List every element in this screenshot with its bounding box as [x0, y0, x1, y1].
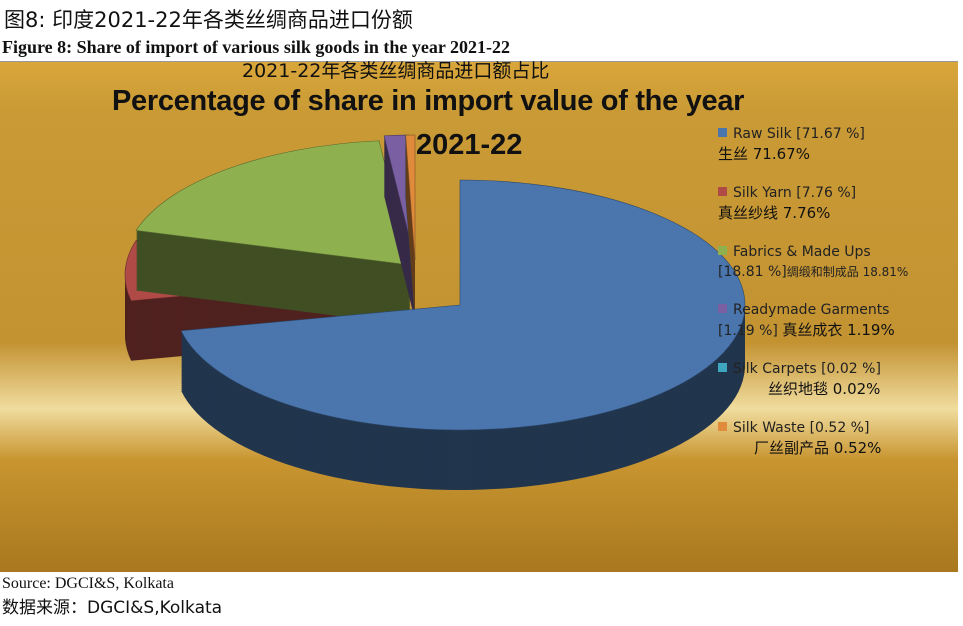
- legend-label: Silk Waste [0.52 %]: [733, 420, 870, 436]
- legend-swatch: [718, 187, 727, 196]
- legend-swatch: [718, 128, 727, 137]
- chart-subtitle: 2021-22: [416, 129, 523, 161]
- legend-swatch: [718, 422, 727, 431]
- legend-label-cn: 生丝 71.67%: [718, 145, 810, 163]
- legend-label: Silk Yarn [7.76 %]: [733, 185, 857, 201]
- pie-slice-3: [135, 140, 411, 325]
- pie-slice-side: [405, 195, 415, 320]
- legend-label: Fabrics & Made Ups: [733, 244, 871, 260]
- legend-item-fabrics: Fabrics & Made Ups [18.81 %]绸缎和制成品 18.81…: [718, 242, 908, 282]
- pie-slice-1: [180, 179, 746, 490]
- source-note: Source: DGCI&S, Kolkata: [2, 575, 174, 592]
- legend-label: [1.19 %]: [718, 323, 778, 339]
- legend-label: Raw Silk [71.67 %]: [733, 126, 865, 142]
- legend-item-silk-yarn: Silk Yarn [7.76 %] 真丝纱线 7.76%: [718, 183, 856, 224]
- legend-label-cn: 厂丝副产品 0.52%: [754, 439, 882, 457]
- legend-swatch: [718, 304, 727, 313]
- legend-item-readymade: Readymade Garments [1.19 %] 真丝成衣 1.19%: [718, 300, 895, 341]
- pie-slice-top: [180, 179, 746, 431]
- figure-title-en: Figure 8: Share of import of various sil…: [2, 37, 510, 57]
- legend-label: Silk Carpets [0.02 %]: [733, 361, 881, 377]
- legend-item-silk-carpets: Silk Carpets [0.02 %] 丝织地毯 0.02%: [718, 359, 881, 400]
- chart-title-cn: 2021-22年各类丝绸商品进口额占比: [242, 60, 550, 82]
- legend-swatch: [718, 363, 727, 372]
- legend-label-cn: 丝织地毯 0.02%: [768, 380, 881, 398]
- legend-swatch: [718, 246, 727, 255]
- figure-title-cn: 图8: 印度2021-22年各类丝绸商品进口份额: [4, 8, 413, 32]
- legend-label: [18.81 %]: [718, 264, 787, 280]
- legend-label-cn: 绸缎和制成品 18.81%: [786, 265, 909, 279]
- chart-title: Percentage of share in import value of t…: [112, 85, 745, 117]
- pie-slice-top: [135, 140, 411, 266]
- source-note-cn: 数据来源：DGCI&S,Kolkata: [2, 598, 223, 618]
- legend-label-cn: 真丝纱线 7.76%: [718, 204, 831, 222]
- legend-label-cn: 真丝成衣 1.19%: [782, 321, 895, 339]
- legend-label: Readymade Garments: [733, 302, 890, 318]
- legend-item-silk-waste: Silk Waste [0.52 %] 厂丝副产品 0.52%: [718, 418, 881, 459]
- pie-slice-6: [405, 134, 416, 320]
- legend-item-raw-silk: Raw Silk [71.67 %] 生丝 71.67%: [718, 124, 865, 165]
- pie-slice-top: [405, 134, 416, 261]
